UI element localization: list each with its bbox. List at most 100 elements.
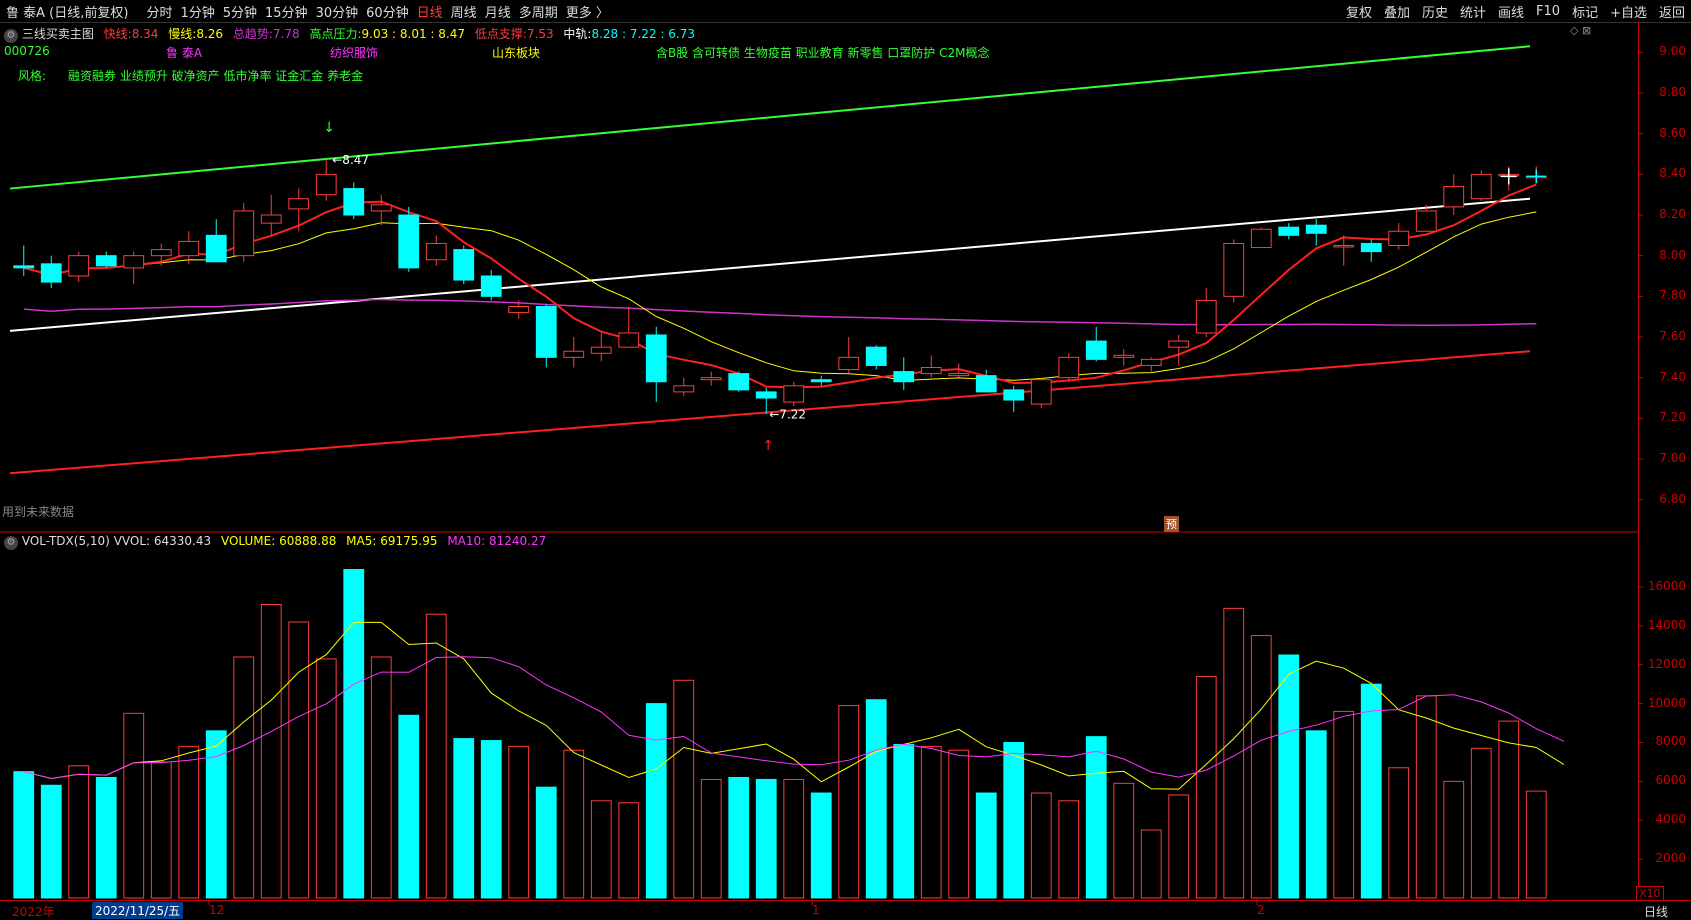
- period-tab-60min[interactable]: 60分钟: [366, 5, 409, 21]
- period-tab-30min[interactable]: 30分钟: [315, 5, 359, 21]
- volume-bar: [123, 712, 145, 899]
- volume-tick-label: 8000: [1655, 734, 1686, 749]
- back-button[interactable]: 返回: [1658, 5, 1685, 21]
- volume-bar: [1333, 710, 1355, 899]
- volume-bar: [343, 568, 365, 899]
- volume-bar: [1223, 607, 1245, 899]
- candle-body: [1388, 230, 1410, 246]
- candle-body: [728, 373, 750, 391]
- candle-body: [865, 346, 887, 366]
- period-tab-fen[interactable]: 分时: [146, 5, 173, 21]
- mid-value: 8.28 : 7.22 : 6.73: [591, 27, 695, 41]
- f10-button[interactable]: F10: [1536, 3, 1561, 19]
- fast-line: [23, 183, 1537, 389]
- region-label[interactable]: 山东板块: [492, 46, 541, 60]
- volume-bar: [178, 745, 200, 899]
- overlay-button[interactable]: 叠加: [1383, 5, 1410, 21]
- volume-bar: [673, 679, 695, 899]
- period-tab-15min[interactable]: 15分钟: [265, 5, 308, 21]
- slow-label: 慢线:: [168, 27, 197, 41]
- candle-body: [673, 385, 695, 393]
- draw-button[interactable]: 画线: [1498, 5, 1525, 21]
- low-arrow-icon: ↑: [762, 438, 774, 454]
- cursor-date: 2022/11/25/五: [92, 902, 184, 919]
- period-tab-more[interactable]: 更多 〉: [565, 5, 609, 21]
- panel-controls[interactable]: ◇ ⊠: [1570, 24, 1592, 37]
- year-label: 2022年: [12, 905, 55, 919]
- vol-title[interactable]: VOL-TDX(5,10): [21, 534, 110, 548]
- mark-button[interactable]: 标记: [1572, 5, 1599, 21]
- volume-bar: [150, 761, 172, 899]
- high-value: 9.03 : 8.01 : 8.47: [361, 27, 466, 41]
- candle-body: [810, 379, 832, 383]
- volume-bar: [920, 745, 942, 899]
- candle-body: [150, 249, 172, 257]
- stats-button[interactable]: 统计: [1460, 5, 1487, 21]
- volume-bar: [425, 613, 447, 899]
- volume-bar: [728, 776, 750, 899]
- price-tick-label: 8.40: [1659, 166, 1686, 181]
- date-axis: 2022年 2022/11/25/五 12 1 2 日线: [0, 900, 1691, 920]
- indicator-header: ⚙ 三线买卖主图 快线:8.34 慢线:8.26 总趋势:7.78 高点压力:9…: [4, 25, 695, 43]
- volume-bar: [13, 771, 35, 899]
- candle-body: [1470, 173, 1492, 200]
- period-tab-multi[interactable]: 多周期: [518, 5, 558, 21]
- stock-title[interactable]: 鲁 泰A (日线,前复权): [6, 5, 129, 21]
- candle-body: [1030, 379, 1052, 405]
- candle-body: [1195, 299, 1217, 334]
- period-tab-day[interactable]: 日线: [416, 5, 443, 21]
- candle-body: [563, 350, 585, 358]
- volume-ma10-line: [23, 656, 1565, 780]
- month-label-1: 1: [812, 903, 820, 917]
- high-price-marker: ←8.47: [332, 153, 369, 167]
- candle-body: [453, 249, 475, 281]
- volume-bar: [810, 792, 832, 899]
- concepts-label[interactable]: 含B股 含可转债 生物疫苗 职业教育 新零售 口罩防护 C2M概念: [656, 46, 990, 60]
- volume-bar: [1085, 736, 1107, 899]
- high-label: 高点压力:: [309, 27, 362, 41]
- candle-body: [700, 377, 722, 381]
- volume-header: ⚙ VOL-TDX(5,10) VVOL: 64330.43 VOLUME: 6…: [4, 534, 546, 550]
- volume-bar: [893, 743, 915, 899]
- trend-line: [23, 298, 1537, 327]
- period-tab-month[interactable]: 月线: [484, 5, 511, 21]
- fuquan-button[interactable]: 复权: [1345, 5, 1372, 21]
- indicator-name[interactable]: 三线买卖主图: [21, 27, 94, 41]
- gear-icon[interactable]: ⚙: [4, 536, 18, 550]
- candle-body: [1085, 340, 1107, 360]
- price-axis: 9.00 8.80 8.60 8.40 8.20 8.00 7.80 7.60 7.40 7.20…: [1638, 22, 1691, 899]
- pre-badge[interactable]: 预: [1164, 516, 1179, 532]
- lower-channel-line: [9, 350, 1531, 475]
- period-tab-week[interactable]: 周线: [450, 5, 477, 21]
- volume-bar: [233, 656, 255, 899]
- volume-bar: [1113, 782, 1135, 899]
- volume-bar: [1305, 730, 1327, 899]
- candle-body: [233, 210, 255, 257]
- industry-label[interactable]: 纺织服饰: [330, 46, 379, 60]
- candle-body: [948, 373, 970, 377]
- candle-body: [370, 204, 392, 212]
- candle-body: [893, 371, 915, 383]
- candle-body: [1415, 210, 1437, 232]
- period-tab-5min[interactable]: 5分钟: [222, 5, 258, 21]
- price-tick-label: 7.60: [1659, 329, 1686, 343]
- cross-marker-icon: [1526, 169, 1547, 184]
- volume-bar: [398, 714, 420, 899]
- candle-body: [508, 306, 530, 314]
- volume-bar: [288, 621, 310, 899]
- volume-bar: [1003, 741, 1025, 899]
- volume-bar: [1443, 780, 1465, 899]
- period-tab-1min[interactable]: 1分钟: [180, 5, 215, 21]
- history-button[interactable]: 历史: [1421, 5, 1448, 21]
- add-watchlist-button[interactable]: +自选: [1610, 5, 1647, 21]
- gear-icon[interactable]: ⚙: [4, 29, 18, 43]
- volume-tick-label: 14000: [1647, 617, 1686, 632]
- candle-body: [13, 265, 35, 269]
- high-arrow-icon: ↓: [323, 120, 335, 136]
- price-tick-label: 8.80: [1659, 85, 1686, 99]
- candle-body: [40, 263, 62, 283]
- candle-body: [95, 255, 117, 267]
- volume-bar: [40, 784, 62, 899]
- candle-body: [480, 275, 502, 297]
